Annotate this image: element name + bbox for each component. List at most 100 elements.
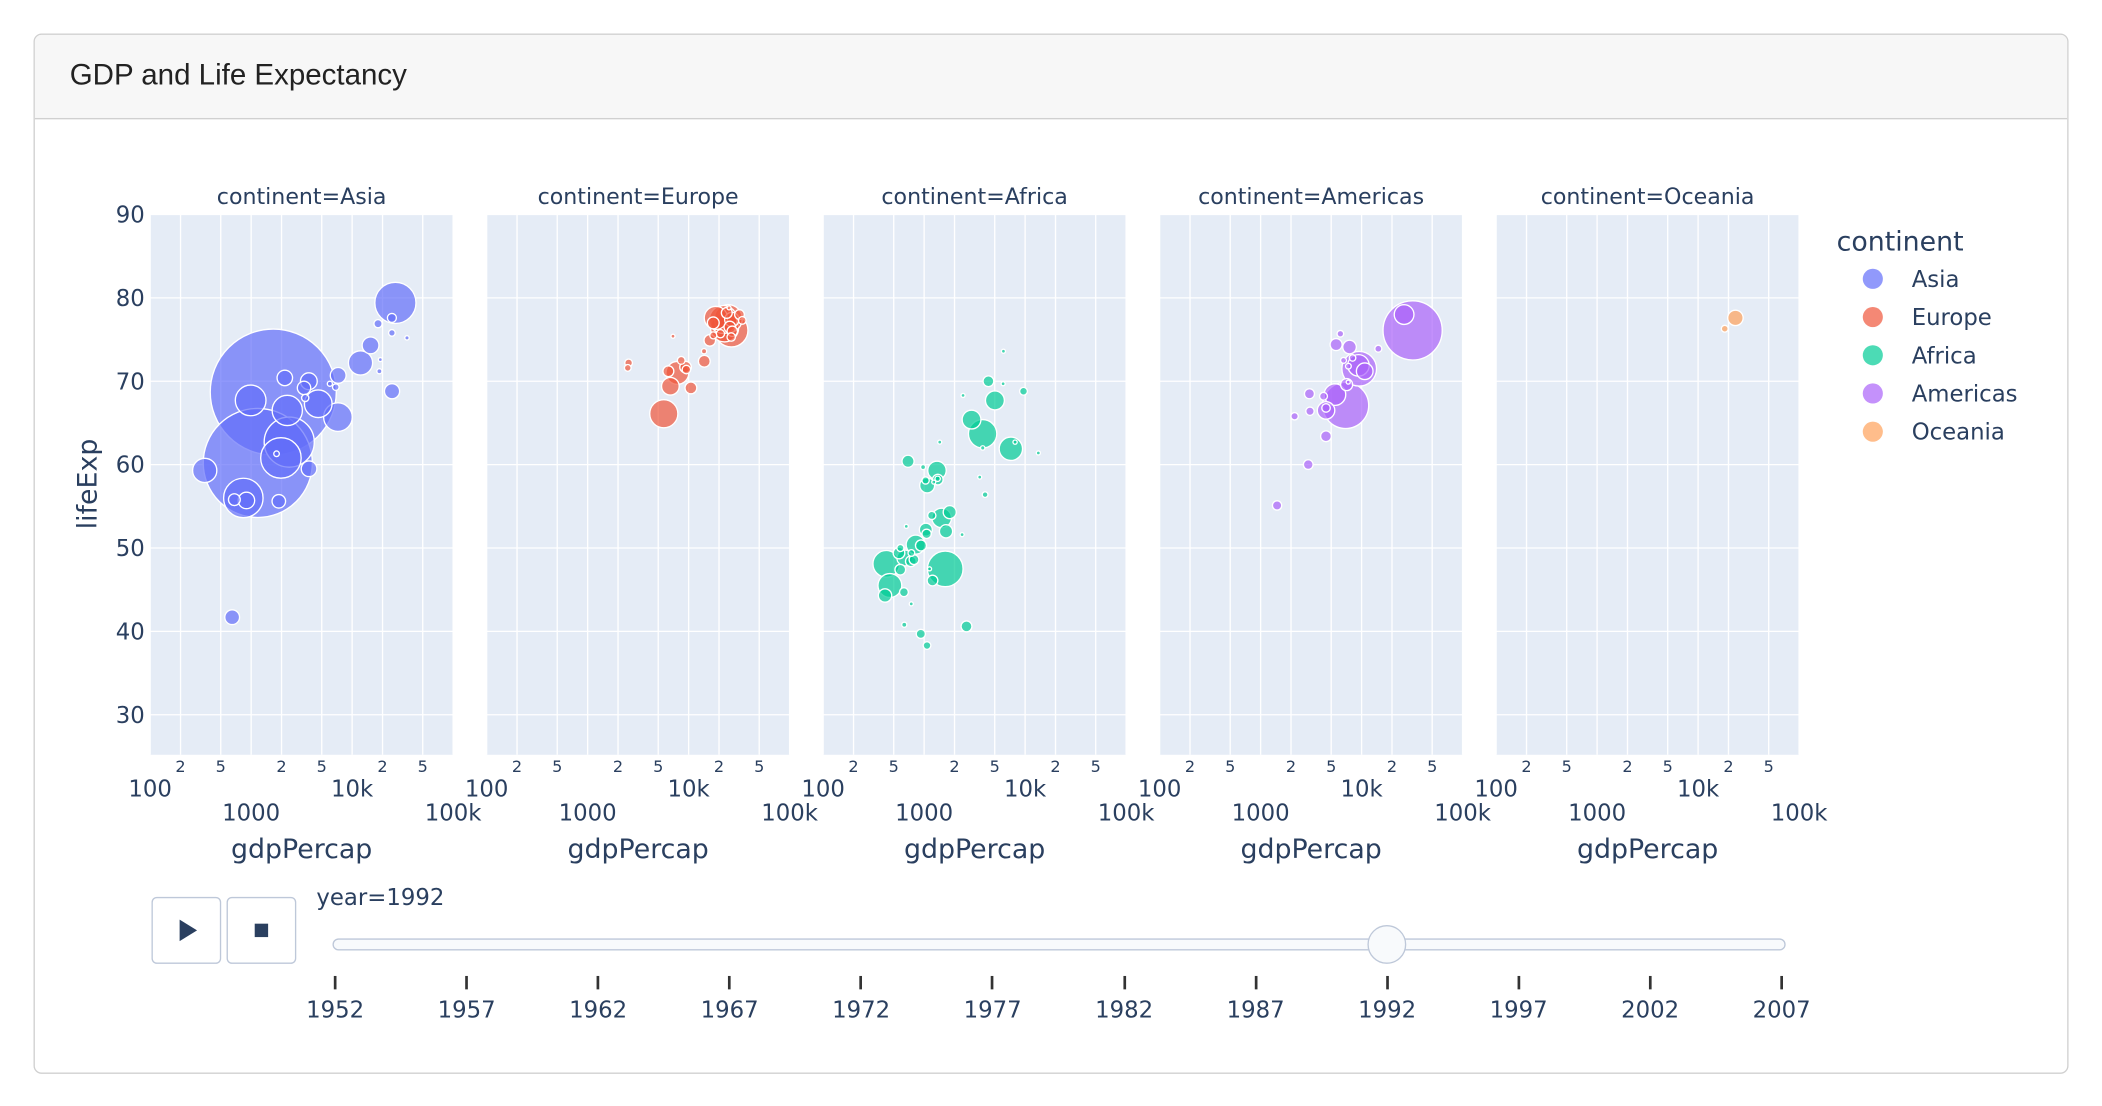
legend-item-oceania[interactable]: Oceania (1862, 420, 2005, 446)
slider-tick-label[interactable]: 2007 (1752, 997, 1811, 1025)
bubble-americas (1374, 344, 1383, 353)
slider-tick (1780, 975, 1783, 990)
y-tick-label: 80 (116, 286, 145, 312)
y-tick-label: 50 (116, 536, 145, 562)
y-tick-label: 90 (116, 203, 145, 229)
slider-tick-label[interactable]: 1997 (1489, 997, 1548, 1025)
bubble-asia (331, 383, 340, 392)
y-tick-label: 60 (116, 453, 145, 479)
x-tick-label: 5 (317, 757, 327, 776)
bubble-africa (1018, 386, 1029, 396)
legend: continent Asia Europe Africa Americas Oceania (1837, 227, 2018, 446)
bubble-asia (361, 336, 380, 355)
bubble-europe (700, 347, 708, 355)
slider-tick-label[interactable]: 1962 (569, 997, 628, 1025)
plot-background (1496, 214, 1800, 755)
bubble-asia (234, 384, 267, 417)
x-tick-label: 2 (613, 757, 623, 776)
x-tick-label: 5 (418, 757, 428, 776)
slider-tick-label[interactable]: 1952 (306, 997, 365, 1025)
x-tick-label: 100 (1474, 776, 1517, 802)
bubble-oceania (1720, 324, 1729, 333)
x-tick-label: 2 (714, 757, 724, 776)
bubble-americas (1318, 391, 1329, 401)
legend-marker (1862, 268, 1883, 289)
bubble-africa (960, 620, 973, 633)
bubble-africa (915, 628, 927, 640)
play-button[interactable] (151, 896, 222, 964)
legend-item-americas[interactable]: Americas (1862, 382, 2018, 408)
x-tick-label: 1000 (895, 800, 953, 826)
legend-item-asia[interactable]: Asia (1862, 267, 1960, 293)
bubble-asia (303, 389, 333, 419)
legend-item-africa[interactable]: Africa (1862, 343, 1977, 369)
slider-tick-label[interactable]: 1987 (1226, 997, 1285, 1025)
x-tick-label: 5 (216, 757, 226, 776)
bubble-americas (1339, 356, 1348, 364)
year-slider-handle[interactable] (1367, 925, 1407, 964)
stop-button[interactable] (226, 896, 297, 964)
bubble-americas (1321, 403, 1331, 413)
facet-title: continent=Oceania (1541, 184, 1755, 210)
bubble-asia (260, 437, 302, 479)
bubble-asia (374, 281, 417, 325)
x-tick-label: 2 (1387, 757, 1397, 776)
bubble-africa (926, 510, 937, 521)
year-slider-track[interactable] (332, 938, 1786, 951)
x-axis-title: gdpPercap (1240, 834, 1381, 865)
slider-tick-label[interactable]: 2002 (1621, 997, 1680, 1025)
bubble-americas (1336, 329, 1345, 338)
slider-tick-label[interactable]: 1972 (832, 997, 891, 1025)
bubble-asia (224, 609, 241, 626)
bubble-africa (894, 563, 907, 576)
bubble-europe (662, 365, 675, 378)
x-tick-label: 100 (128, 776, 171, 802)
legend-marker (1862, 306, 1883, 328)
x-tick-label: 2 (1286, 757, 1296, 776)
bubble-asia (326, 380, 334, 387)
bubble-africa (984, 390, 1006, 411)
slider-tick-label[interactable]: 1957 (437, 997, 496, 1025)
slider-tick (728, 975, 731, 990)
bubble-europe (697, 354, 711, 368)
x-tick-label: 5 (1091, 757, 1101, 776)
bubble-africa (903, 523, 909, 529)
bubble-africa (959, 531, 965, 538)
slider-tick-label[interactable]: 1967 (700, 997, 759, 1025)
bubble-americas (1345, 379, 1351, 385)
y-tick-label: 70 (116, 369, 145, 395)
x-tick-label: 5 (552, 757, 562, 776)
bubble-europe (670, 333, 676, 339)
bubble-africa (908, 601, 914, 607)
bubble-europe (676, 355, 686, 365)
bubble-americas (1329, 337, 1343, 352)
bubble-asia (373, 318, 383, 329)
x-tick-label: 2 (1723, 757, 1733, 776)
bubble-africa (1035, 450, 1042, 456)
x-tick-label: 100k (1771, 800, 1828, 826)
x-axis-title: gdpPercap (567, 834, 708, 865)
bubble-africa (931, 479, 937, 485)
bubble-africa (1000, 348, 1007, 354)
x-tick-label: 5 (1562, 757, 1572, 776)
slider-tick-label[interactable]: 1982 (1095, 997, 1154, 1025)
bubble-africa (914, 539, 928, 552)
bubble-americas (1305, 406, 1315, 417)
legend-item-europe[interactable]: Europe (1862, 305, 1992, 331)
bubble-africa (960, 392, 966, 399)
legend-marker (1862, 383, 1883, 404)
slider-tick (596, 975, 600, 990)
x-tick-label: 10k (668, 776, 711, 802)
card-title: GDP and Life Expectancy (69, 57, 407, 92)
slider-tick-label[interactable]: 1977 (963, 997, 1022, 1025)
x-tick-label: 2 (377, 757, 387, 776)
x-tick-label: 100 (465, 776, 508, 802)
bubble-africa (922, 641, 932, 651)
bubble-asia (296, 380, 312, 396)
bubble-americas (1319, 430, 1333, 443)
bubble-africa (961, 409, 982, 430)
slider-tick-label[interactable]: 1992 (1358, 997, 1417, 1025)
legend-label: Americas (1912, 382, 2018, 408)
x-axis-title: gdpPercap (1577, 834, 1718, 865)
